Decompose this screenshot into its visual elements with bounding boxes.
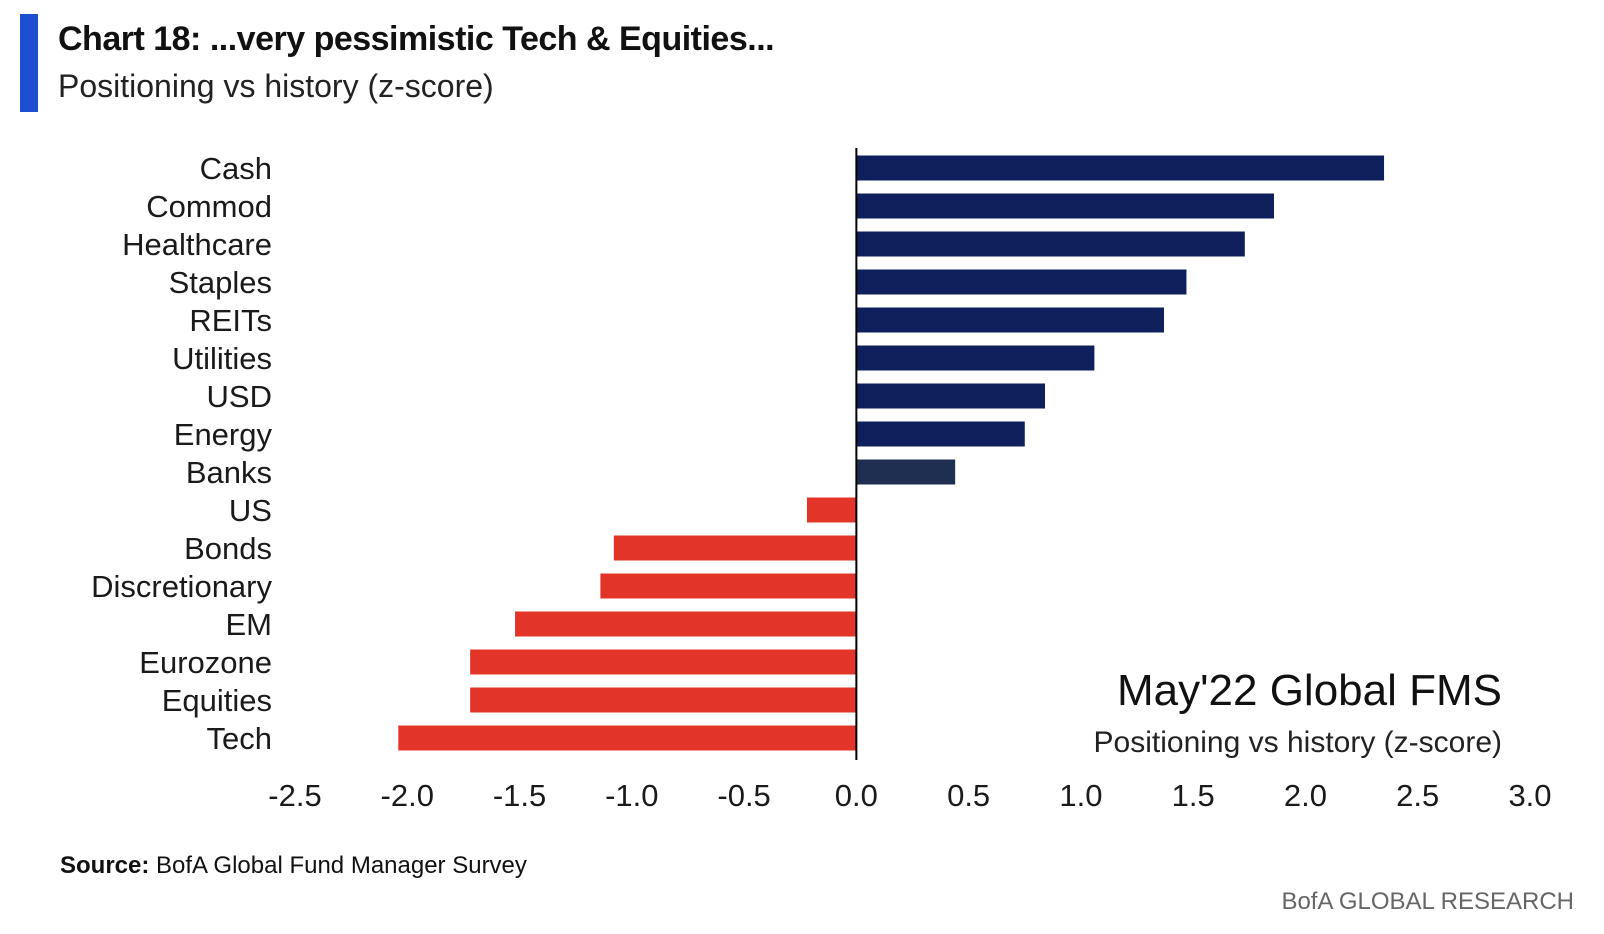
- category-label: Discretionary: [91, 569, 272, 604]
- bar-tech: [398, 725, 857, 751]
- bar-us: [806, 497, 857, 523]
- category-label: Staples: [169, 265, 272, 300]
- x-tick-label: -2.5: [268, 778, 321, 813]
- bar-cash: [856, 155, 1385, 181]
- bar-discretionary: [600, 573, 857, 599]
- bar-staples: [856, 269, 1187, 295]
- accent-bar: [20, 14, 38, 112]
- x-tick-label: 0.5: [947, 778, 990, 813]
- bar-healthcare: [856, 231, 1245, 257]
- x-tick-label: 0.0: [835, 778, 878, 813]
- bar-energy: [856, 421, 1025, 447]
- bar-usd: [856, 383, 1045, 409]
- bars-group: [398, 155, 1385, 751]
- bar-em: [515, 611, 857, 637]
- bar-bonds: [613, 535, 857, 561]
- x-tick-label: 2.5: [1396, 778, 1439, 813]
- annotation-subtitle: Positioning vs history (z-score): [1094, 726, 1502, 759]
- chart-subtitle: Positioning vs history (z-score): [58, 68, 494, 104]
- source-text: BofA Global Fund Manager Survey: [156, 852, 527, 879]
- category-labels: CashCommodHealthcareStaplesREITsUtilitie…: [91, 151, 272, 756]
- bar-equities: [470, 687, 857, 713]
- source-label: Source:: [60, 852, 150, 879]
- x-tick-label: -2.0: [381, 778, 434, 813]
- x-tick-label: 3.0: [1508, 778, 1551, 813]
- bar-banks: [856, 459, 956, 485]
- bar-utilities: [856, 345, 1095, 371]
- bar-eurozone: [470, 649, 857, 675]
- annotation-title: May'22 Global FMS: [1117, 666, 1502, 715]
- x-tick-label: 2.0: [1284, 778, 1327, 813]
- bar-reits: [856, 307, 1164, 333]
- category-label: Eurozone: [139, 645, 272, 680]
- category-label: Banks: [186, 455, 272, 490]
- x-tick-label: 1.5: [1172, 778, 1215, 813]
- category-label: USD: [207, 379, 272, 414]
- category-label: Bonds: [184, 531, 272, 566]
- x-tick-labels: -2.5 -2.0 -1.5 -1.0 -0.5 0.0 0.5 1.0 1.5 2.0 2.5 3.…: [268, 778, 1551, 813]
- category-label: Energy: [174, 417, 273, 452]
- category-label: EM: [226, 607, 273, 642]
- category-label: Utilities: [172, 341, 272, 376]
- category-label: Equities: [162, 683, 272, 718]
- chart-title: Chart 18: ...very pessimistic Tech & Equ…: [58, 20, 775, 58]
- x-tick-label: -0.5: [717, 778, 770, 813]
- x-tick-label: 1.0: [1059, 778, 1102, 813]
- x-tick-label: -1.0: [605, 778, 658, 813]
- category-label: Cash: [200, 151, 272, 186]
- category-label: US: [229, 493, 272, 528]
- brand-label: BofA GLOBAL RESEARCH: [1281, 888, 1574, 915]
- bar-commod: [856, 193, 1275, 219]
- category-label: Healthcare: [122, 227, 272, 262]
- category-label: REITs: [189, 303, 272, 338]
- category-label: Commod: [146, 189, 272, 224]
- x-tick-label: -1.5: [493, 778, 546, 813]
- source-note: Source: BofA Global Fund Manager Survey: [60, 852, 527, 880]
- category-label: Tech: [207, 721, 272, 756]
